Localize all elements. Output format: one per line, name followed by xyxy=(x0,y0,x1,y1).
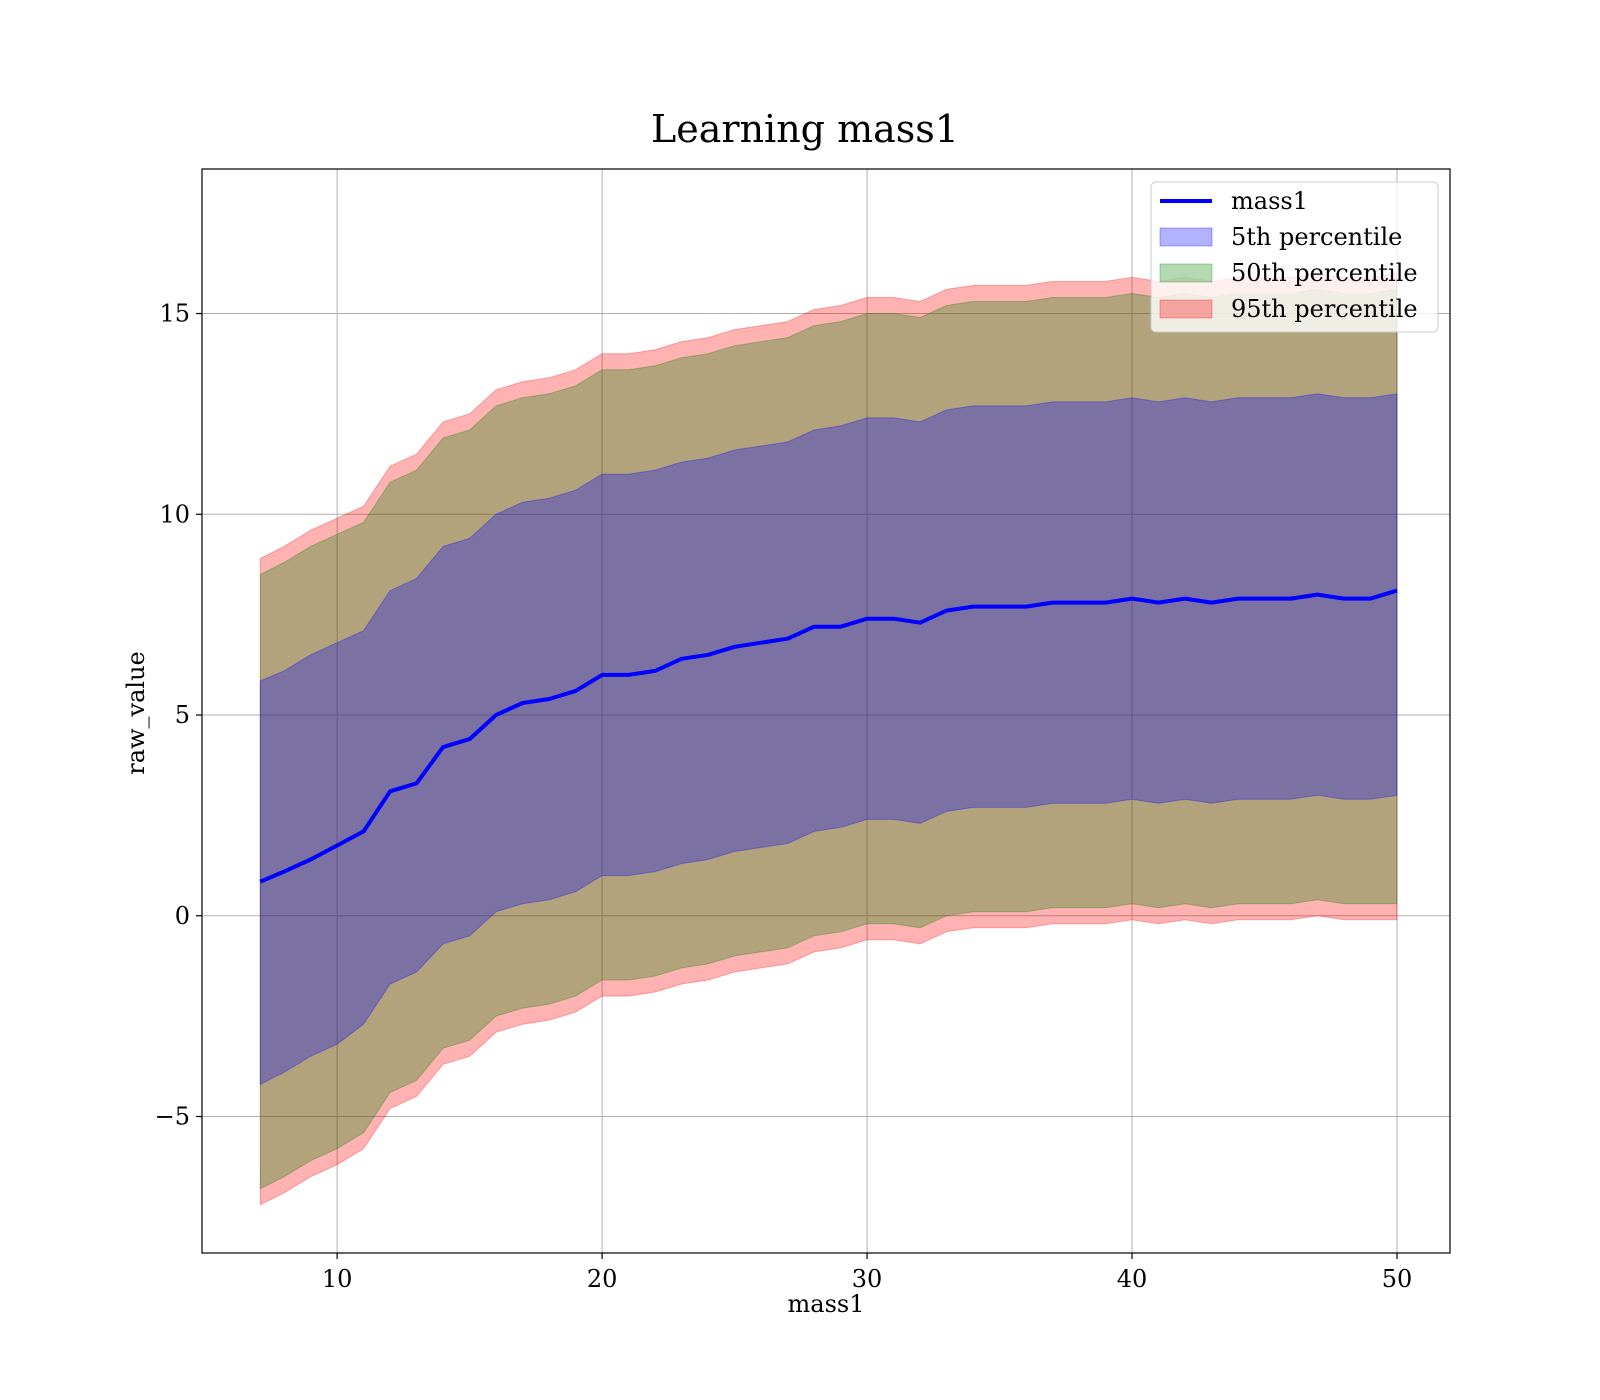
band-5th-percentile xyxy=(259,393,1398,1086)
legend-95th-label: 95th percentile xyxy=(1231,295,1418,323)
y-tick-label: 10 xyxy=(159,500,190,528)
x-tick-label: 10 xyxy=(322,1265,353,1293)
y-tick-label: 5 xyxy=(175,701,190,729)
y-tick-label: −5 xyxy=(155,1102,190,1130)
y-tick-label: 0 xyxy=(175,902,190,930)
mass1-line-layer xyxy=(259,588,1398,884)
y-tick-label: 15 xyxy=(159,300,190,328)
legend-mass1-label: mass1 xyxy=(1231,187,1308,215)
percentile-bands xyxy=(259,272,1398,1206)
band-50th-percentile xyxy=(259,288,1398,1190)
x-tick-label: 30 xyxy=(852,1265,883,1293)
x-axis-label: mass1 xyxy=(788,1290,865,1318)
x-tick-label: 20 xyxy=(587,1265,618,1293)
y-axis-label: raw_value xyxy=(122,651,150,775)
band-95th-percentile xyxy=(259,272,1398,1206)
mass1-line xyxy=(259,588,1398,884)
legend-5th-label: 5th percentile xyxy=(1231,223,1402,251)
chart-title: Learning mass1 xyxy=(651,107,959,151)
plot-frame xyxy=(201,168,1451,1254)
legend-box xyxy=(1150,181,1439,333)
legend-5th-swatch xyxy=(1159,227,1213,247)
legend-50th-label: 50th percentile xyxy=(1231,259,1418,287)
x-tick-label: 40 xyxy=(1117,1265,1148,1293)
x-tick-label: 50 xyxy=(1382,1265,1413,1293)
legend-50th-swatch xyxy=(1159,263,1213,283)
legend: mass1 5th percentile 50th percentile 95t… xyxy=(1150,181,1439,333)
axis-ticks: 10 20 30 40 50 −5 0 5 10 15 xyxy=(155,300,1413,1293)
legend-95th-swatch xyxy=(1159,299,1213,319)
